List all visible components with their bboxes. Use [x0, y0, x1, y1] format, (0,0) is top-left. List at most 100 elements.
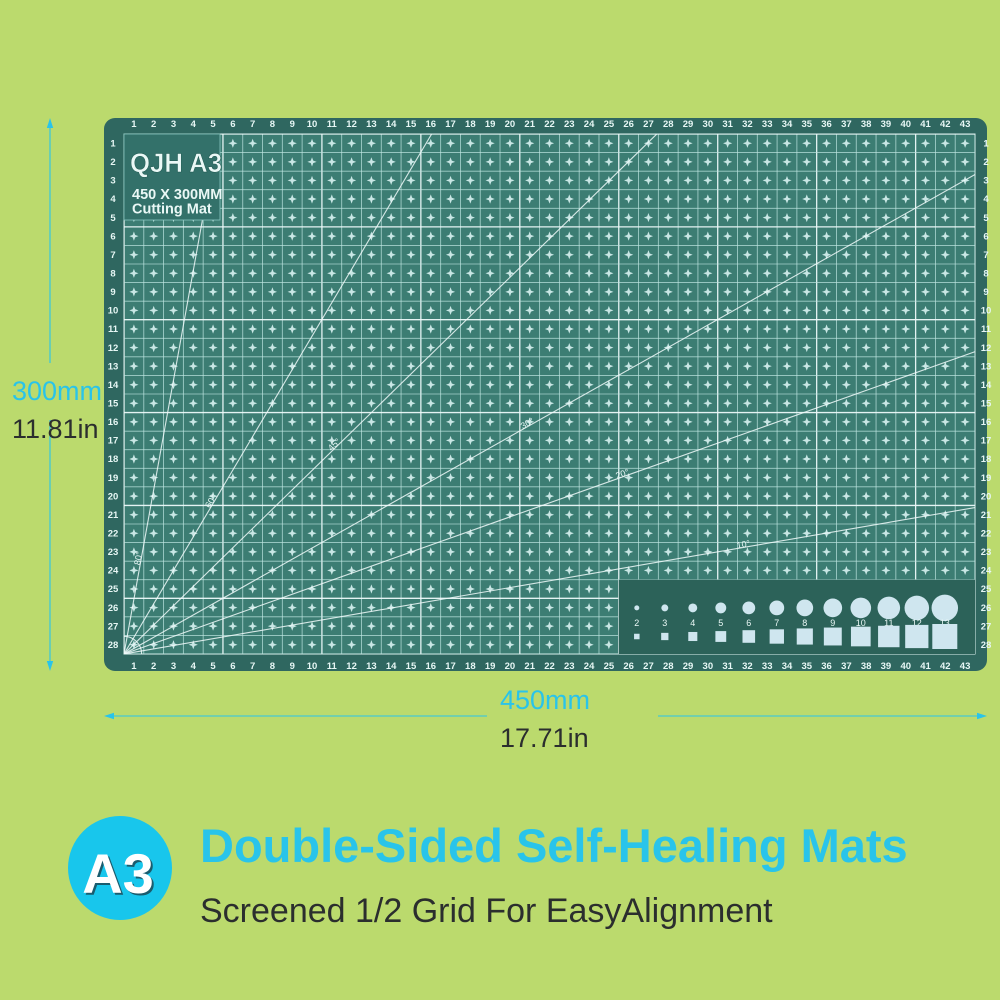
svg-text:16: 16	[108, 417, 119, 428]
svg-text:27: 27	[643, 119, 654, 130]
svg-text:42: 42	[940, 119, 951, 130]
svg-text:17: 17	[981, 436, 992, 447]
svg-text:5: 5	[718, 618, 723, 628]
svg-text:7: 7	[110, 250, 115, 261]
svg-text:5: 5	[110, 213, 116, 224]
svg-text:6: 6	[230, 119, 235, 130]
svg-text:5: 5	[983, 213, 989, 224]
svg-text:6: 6	[746, 618, 751, 628]
svg-text:37: 37	[841, 661, 852, 672]
svg-text:28: 28	[981, 640, 992, 651]
svg-text:7: 7	[983, 250, 988, 261]
svg-text:8: 8	[802, 618, 807, 628]
svg-text:40: 40	[900, 661, 911, 672]
svg-text:11: 11	[981, 324, 992, 335]
svg-text:18: 18	[108, 454, 119, 465]
svg-text:2: 2	[983, 157, 988, 168]
svg-text:26: 26	[623, 119, 634, 130]
svg-text:18: 18	[465, 661, 476, 672]
svg-text:9: 9	[983, 287, 988, 298]
svg-text:7: 7	[774, 618, 779, 628]
svg-text:20: 20	[108, 491, 119, 502]
svg-text:26: 26	[108, 603, 119, 614]
svg-text:A3: A3	[82, 842, 154, 905]
svg-text:38: 38	[861, 119, 872, 130]
svg-text:25: 25	[981, 584, 992, 595]
svg-text:29: 29	[683, 661, 694, 672]
svg-text:22: 22	[981, 528, 992, 539]
svg-text:10: 10	[307, 119, 318, 130]
svg-text:21: 21	[108, 510, 119, 521]
svg-text:17: 17	[445, 119, 456, 130]
svg-text:17: 17	[445, 661, 456, 672]
svg-text:15: 15	[981, 398, 992, 409]
svg-text:20: 20	[505, 119, 516, 130]
svg-text:11: 11	[327, 661, 338, 672]
svg-text:25: 25	[604, 661, 615, 672]
svg-text:2: 2	[151, 661, 156, 672]
svg-text:24: 24	[108, 566, 119, 577]
svg-text:2: 2	[634, 618, 639, 628]
svg-text:26: 26	[981, 603, 992, 614]
svg-text:18: 18	[981, 454, 992, 465]
svg-text:22: 22	[544, 661, 555, 672]
svg-text:8: 8	[110, 268, 115, 279]
svg-text:8: 8	[983, 268, 988, 279]
svg-text:11.81in: 11.81in	[12, 414, 99, 444]
svg-text:1: 1	[983, 138, 989, 149]
svg-text:23: 23	[564, 119, 575, 130]
svg-text:19: 19	[485, 119, 496, 130]
svg-text:9: 9	[290, 661, 295, 672]
svg-text:4: 4	[191, 119, 197, 130]
svg-text:20: 20	[981, 491, 992, 502]
svg-text:Cutting Mat: Cutting Mat	[132, 202, 212, 218]
svg-text:1: 1	[110, 138, 116, 149]
svg-text:13: 13	[366, 661, 377, 672]
svg-text:39: 39	[881, 119, 892, 130]
svg-text:6: 6	[230, 661, 235, 672]
svg-text:3: 3	[171, 661, 176, 672]
svg-text:28: 28	[663, 661, 674, 672]
svg-text:27: 27	[108, 621, 119, 632]
svg-text:6: 6	[110, 231, 115, 242]
svg-text:17: 17	[108, 436, 119, 447]
svg-text:21: 21	[524, 119, 535, 130]
svg-text:34: 34	[782, 661, 793, 672]
svg-text:12: 12	[108, 343, 119, 354]
svg-text:38: 38	[861, 661, 872, 672]
svg-text:31: 31	[722, 661, 733, 672]
svg-text:Double-Sided Self-Healing Mats: Double-Sided Self-Healing Mats	[200, 819, 908, 872]
svg-text:41: 41	[920, 119, 931, 130]
svg-text:13: 13	[981, 361, 992, 372]
svg-text:17.71in: 17.71in	[500, 723, 589, 753]
svg-text:32: 32	[742, 661, 753, 672]
svg-text:35: 35	[801, 661, 812, 672]
svg-text:23: 23	[564, 661, 575, 672]
svg-text:4: 4	[983, 194, 989, 205]
svg-text:33: 33	[762, 661, 773, 672]
svg-text:1: 1	[131, 661, 137, 672]
svg-text:15: 15	[108, 398, 119, 409]
svg-text:25: 25	[604, 119, 615, 130]
svg-text:15: 15	[406, 119, 417, 130]
svg-text:3: 3	[110, 176, 115, 187]
svg-text:14: 14	[386, 661, 397, 672]
svg-text:12: 12	[346, 119, 357, 130]
svg-text:6: 6	[983, 231, 988, 242]
svg-text:31: 31	[722, 119, 733, 130]
svg-text:25: 25	[108, 584, 119, 595]
svg-text:13: 13	[108, 361, 119, 372]
svg-text:22: 22	[108, 528, 119, 539]
svg-text:34: 34	[782, 119, 793, 130]
svg-text:28: 28	[108, 640, 119, 651]
svg-text:12: 12	[346, 661, 357, 672]
svg-text:11: 11	[108, 324, 119, 335]
svg-text:20: 20	[505, 661, 516, 672]
svg-text:26: 26	[623, 661, 634, 672]
svg-text:11: 11	[327, 119, 338, 130]
svg-text:2: 2	[151, 119, 156, 130]
svg-text:2: 2	[110, 157, 115, 168]
svg-text:27: 27	[643, 661, 654, 672]
svg-text:36: 36	[821, 661, 832, 672]
svg-text:23: 23	[108, 547, 119, 558]
